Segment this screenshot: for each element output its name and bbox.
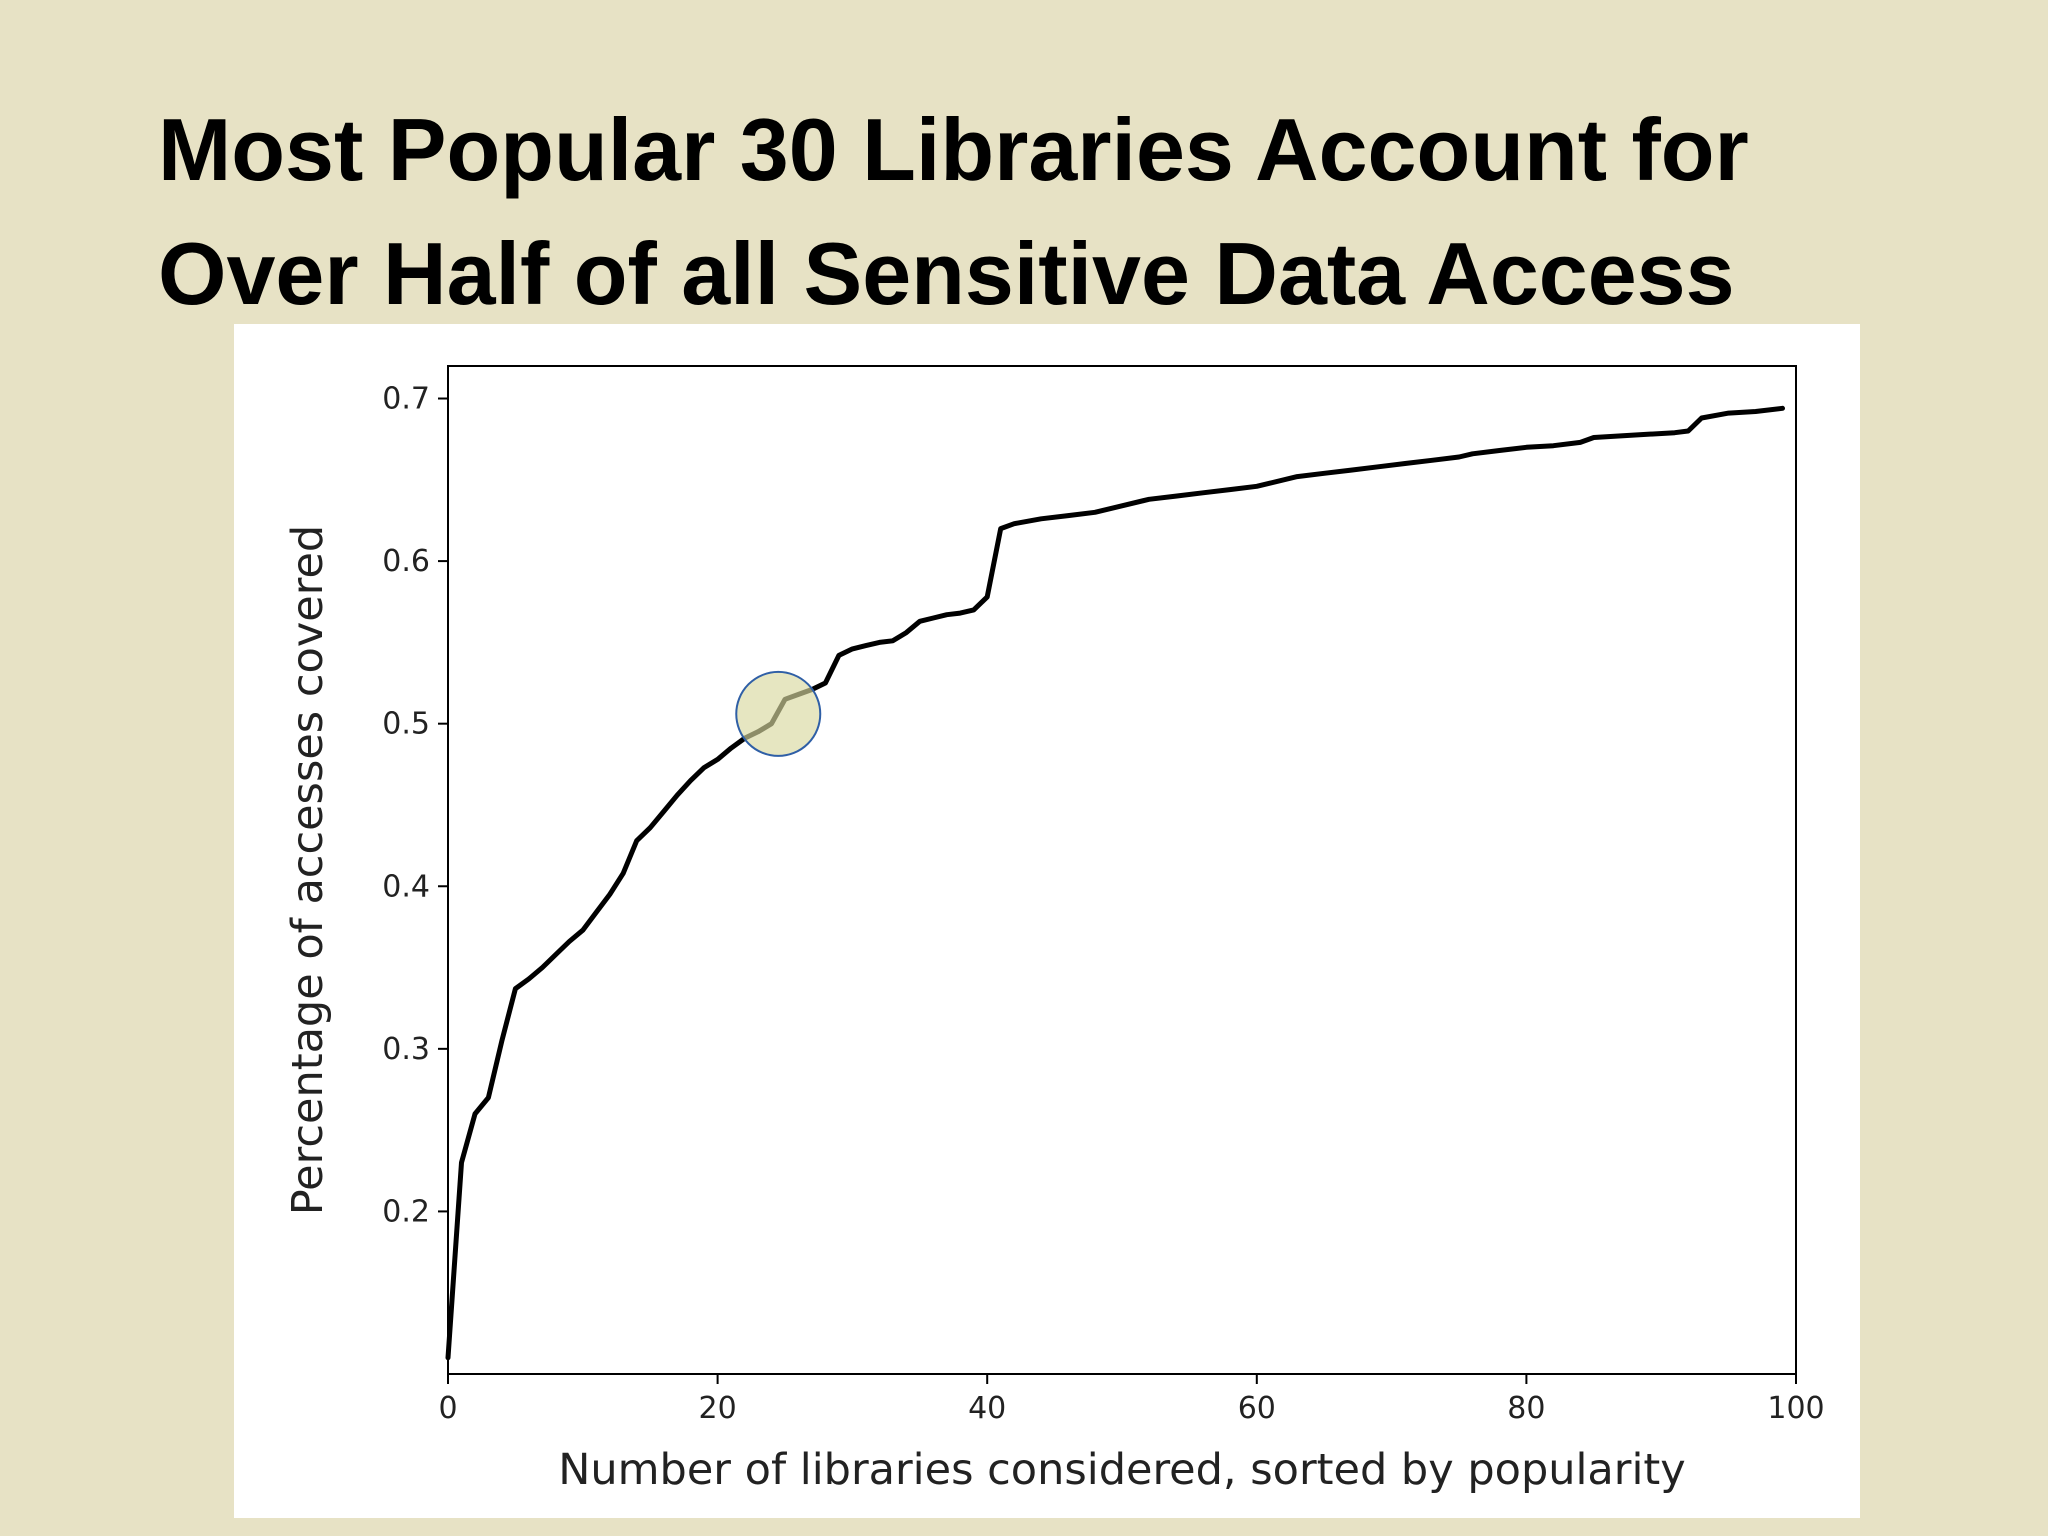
x-tick-label: 0 [438,1391,457,1426]
slide-title-line-1: Most Popular 30 Libraries Account for [158,100,1749,199]
slide-title: Most Popular 30 Libraries Account for Ov… [158,88,1978,336]
y-tick-label: 0.4 [382,869,430,904]
chart-panel: 0 20 40 60 80 100 0.2 0.3 0.4 0.5 0.6 0.7 Number o… [234,324,1860,1518]
plot-frame [447,365,1797,1375]
line-chart: 0 20 40 60 80 100 0.2 0.3 0.4 0.5 0.6 0.7 Number o… [283,365,1825,1495]
x-axis-label: Number of libraries considered, sorted b… [558,1445,1685,1495]
y-tick-label: 0.5 [382,707,430,742]
y-tick-label: 0.2 [382,1194,430,1229]
y-tick-label: 0.7 [382,382,430,417]
y-tick-label: 0.3 [382,1032,430,1067]
x-axis-ticks: 0 20 40 60 80 100 [438,1374,1825,1426]
highlight-marker [735,670,822,757]
x-tick-label: 100 [1767,1391,1824,1426]
x-tick-label: 40 [968,1391,1006,1426]
y-axis-ticks: 0.2 0.3 0.4 0.5 0.6 0.7 [382,382,448,1229]
x-tick-label: 80 [1507,1391,1545,1426]
y-axis-label: Percentage of accesses covered [283,525,333,1215]
slide-title-line-2: Over Half of all Sensitive Data Access [158,224,1735,323]
coverage-line [445,405,1785,1361]
x-tick-label: 20 [699,1391,737,1426]
y-tick-label: 0.6 [382,544,430,579]
x-tick-label: 60 [1238,1391,1276,1426]
